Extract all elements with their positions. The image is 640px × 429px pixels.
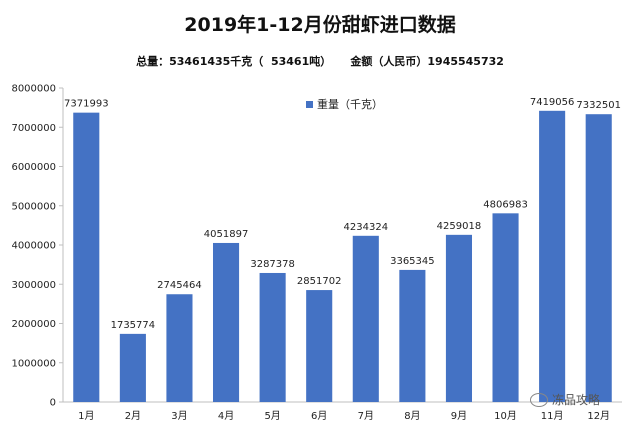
x-tick-label: 7月 — [358, 410, 374, 422]
watermark-text: 冻品攻略 — [552, 393, 601, 407]
data-label: 4234324 — [344, 222, 389, 233]
data-label: 4806983 — [483, 199, 528, 210]
bar — [259, 272, 286, 402]
legend-label: 重量（千克） — [317, 98, 383, 111]
bar — [445, 234, 473, 402]
y-tick-label: 8000000 — [11, 84, 56, 95]
y-tick-label: 1000000 — [11, 358, 56, 369]
legend: 重量（千克） — [306, 96, 383, 112]
x-tick-label: 12月 — [587, 410, 610, 422]
bar — [585, 114, 612, 402]
data-label: 1735774 — [111, 320, 156, 331]
y-tick-label: 2000000 — [11, 319, 56, 330]
bar — [399, 269, 426, 402]
x-tick-label: 3月 — [171, 410, 187, 422]
wechat-icon — [530, 392, 548, 407]
data-label: 3287378 — [250, 259, 295, 270]
y-tick-label: 7000000 — [11, 123, 56, 134]
data-label: 2851702 — [297, 276, 342, 287]
chart-subtitle: 总量：53461435千克（ 53461吨） 金额（人民币）1945545732 — [136, 55, 504, 68]
bar — [539, 110, 566, 402]
bar — [306, 290, 333, 402]
x-tick-label: 11月 — [541, 410, 564, 422]
x-tick-label: 5月 — [264, 410, 280, 422]
bar — [212, 242, 240, 402]
x-tick-label: 1月 — [78, 410, 94, 422]
x-tick-label: 8月 — [404, 410, 420, 422]
bar — [166, 294, 193, 402]
x-tick-label: 4月 — [218, 410, 234, 422]
y-tick-label: 6000000 — [11, 162, 56, 173]
x-tick-label: 9月 — [451, 410, 467, 422]
legend-swatch — [306, 100, 313, 108]
data-label: 3365345 — [390, 256, 435, 267]
data-label: 2745464 — [157, 280, 202, 291]
watermark: 冻品攻略 — [530, 391, 600, 408]
bar — [492, 213, 519, 402]
data-label: 7332501 — [576, 100, 621, 111]
y-tick-label: 4000000 — [11, 241, 56, 252]
y-tick-label: 5000000 — [11, 201, 56, 212]
chart-title: 2019年1-12月份甜虾进口数据 — [184, 14, 456, 36]
bar — [73, 112, 100, 402]
data-label: 7419056 — [530, 97, 575, 108]
x-tick-label: 10月 — [494, 410, 517, 422]
y-tick-label: 3000000 — [11, 280, 56, 291]
y-tick-label: 0 — [50, 398, 56, 409]
x-tick-label: 2月 — [125, 410, 141, 422]
bar — [352, 235, 379, 402]
data-label: 7371993 — [64, 99, 109, 110]
bar — [119, 333, 146, 402]
data-label: 4259018 — [437, 221, 482, 232]
data-label: 4051897 — [204, 229, 249, 240]
x-tick-label: 6月 — [311, 410, 327, 422]
